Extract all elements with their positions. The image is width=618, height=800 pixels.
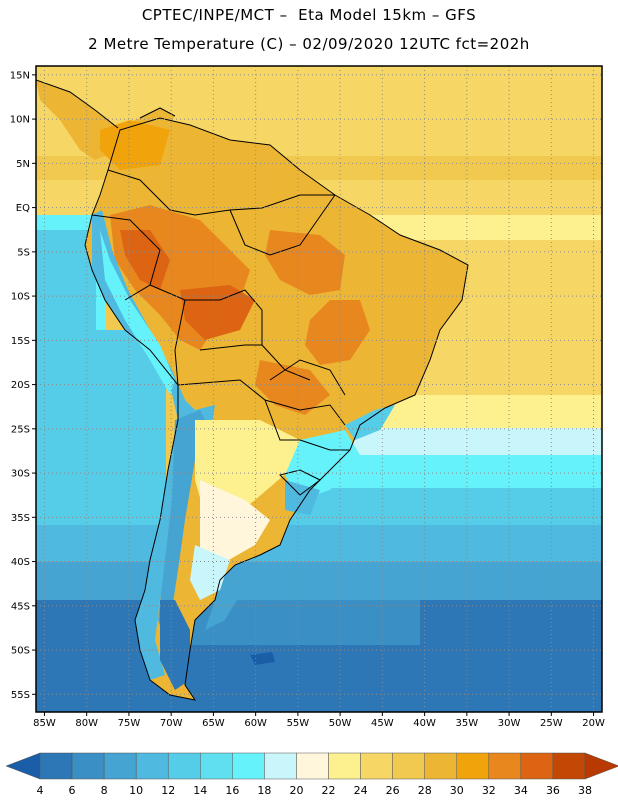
- lat-label: 15N: [10, 70, 30, 81]
- colorbar-label: 36: [546, 784, 560, 797]
- lat-label: 10S: [11, 292, 30, 303]
- lat-label: 35S: [11, 513, 30, 524]
- colorbar-label: 8: [101, 784, 108, 797]
- lat-label: 5S: [17, 247, 30, 258]
- colorbar-swatch: [135, 752, 169, 780]
- colorbar: [5, 752, 618, 780]
- colorbar-label: 26: [386, 784, 400, 797]
- colorbar-swatch: [103, 752, 137, 780]
- colorbar-swatch: [71, 752, 105, 780]
- lon-label: 30W: [498, 718, 521, 729]
- lat-label: 5N: [16, 159, 30, 170]
- colorbar-label: 10: [129, 784, 143, 797]
- colorbar-label: 16: [225, 784, 239, 797]
- lat-label: 20S: [11, 380, 30, 391]
- colorbar-swatch: [296, 752, 329, 780]
- lon-label: 45W: [371, 718, 394, 729]
- colorbar-label: 22: [322, 784, 336, 797]
- colorbar-swatch: [392, 752, 425, 780]
- colorbar-label: 34: [514, 784, 528, 797]
- colorbar-label: 32: [482, 784, 496, 797]
- latitude-labels: 15N 10N 5N EQ 5S 10S 15S 20S 25S 30S 35S 40S 45S 50S 5…: [10, 70, 36, 701]
- colorbar-swatch: [39, 752, 73, 780]
- colorbar-label: 38: [578, 784, 592, 797]
- map-title: CPTEC/INPE/MCT – Eta Model 15km – GFS: [141, 6, 477, 24]
- lat-label: 55S: [11, 690, 30, 701]
- colorbar-label: 14: [193, 784, 207, 797]
- colorbar-swatch: [424, 752, 458, 780]
- lat-label: 15S: [11, 336, 30, 347]
- map-field: [36, 66, 602, 712]
- lat-label: 50S: [11, 646, 30, 657]
- colorbar-swatch: [488, 752, 522, 780]
- lat-label: 30S: [11, 469, 30, 480]
- colorbar-label: 18: [257, 784, 271, 797]
- lat-label: 45S: [11, 601, 30, 612]
- colorbar-labels: 4 6 8 10 12 14 16 18 20 22 24 26 28 30 32 34 36 38: [37, 784, 593, 797]
- longitude-labels: 85W 80W 75W 70W 65W 60W 55W 50W 45W 40W 35W 30W 25W 2…: [33, 712, 605, 729]
- map-frame: [35, 65, 603, 713]
- colorbar-label: 20: [289, 784, 303, 797]
- lat-label: EQ: [16, 203, 30, 214]
- colorbar-under-arrow: [5, 752, 41, 780]
- colorbar-over-arrow: [584, 752, 618, 780]
- lon-label: 50W: [329, 718, 352, 729]
- colorbar-swatch: [360, 752, 393, 780]
- colorbar-swatch: [200, 752, 233, 780]
- lon-label: 40W: [413, 718, 436, 729]
- lon-label: 60W: [244, 718, 267, 729]
- colorbar-swatch: [552, 752, 586, 780]
- lon-label: 80W: [75, 718, 98, 729]
- colorbar-label: 28: [418, 784, 432, 797]
- lon-label: 70W: [160, 718, 183, 729]
- colorbar-swatch: [328, 752, 361, 780]
- colorbar-swatch: [264, 752, 297, 780]
- lon-label: 65W: [202, 718, 225, 729]
- colorbar-swatch: [456, 752, 490, 780]
- colorbar-label: 24: [354, 784, 368, 797]
- country-borders: [36, 79, 469, 701]
- lat-label: 40S: [11, 557, 30, 568]
- lon-label: 35W: [456, 718, 479, 729]
- lon-label: 25W: [540, 718, 563, 729]
- lat-label: 10N: [10, 115, 30, 126]
- colorbar-swatch: [167, 752, 201, 780]
- lat-label: 25S: [11, 424, 30, 435]
- lon-label: 55W: [287, 718, 310, 729]
- colorbar-label: 6: [69, 784, 76, 797]
- colorbar-label: 4: [37, 784, 44, 797]
- lon-label: 85W: [33, 718, 56, 729]
- colorbar-swatch: [232, 752, 265, 780]
- colorbar-label: 12: [161, 784, 175, 797]
- map-subtitle: 2 Metre Temperature (C) – 02/09/2020 12U…: [88, 35, 530, 53]
- colorbar-swatch: [520, 752, 554, 780]
- colorbar-label: 30: [450, 784, 464, 797]
- lon-label: 20W: [582, 718, 605, 729]
- lon-label: 75W: [118, 718, 141, 729]
